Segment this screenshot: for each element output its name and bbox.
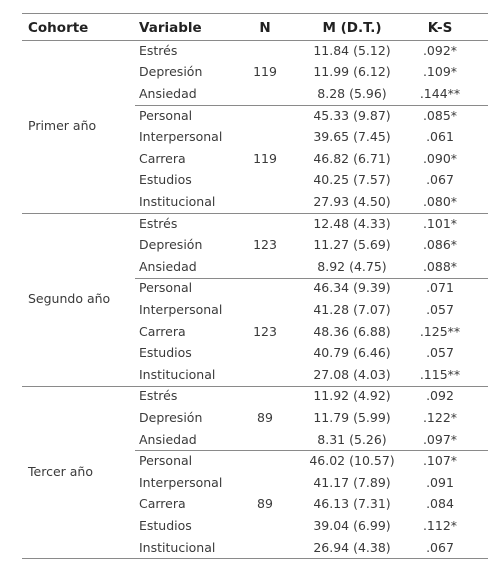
variable-cell: Institucional [139,194,216,209]
mean-cell: 26.94 (4.38) [313,539,391,555]
variable-cell: Estudios [139,518,192,533]
variable-cell: Depresión [139,64,203,80]
n-cell: 119 [253,64,277,80]
variable-cell: Ansiedad [139,258,197,274]
mean-cell: 40.25 (7.57) [313,172,391,188]
ks-cell: .115** [419,366,461,382]
rule-line [135,104,488,106]
rule-line [135,450,488,452]
mean-cell: 46.34 (9.39) [313,280,391,296]
ks-cell: .109* [422,64,458,80]
ks-cell: .125** [419,323,461,339]
variable-cell: Depresión [139,410,203,425]
ks-cell: .084 [426,496,454,512]
rule-line [135,277,488,279]
ks-cell: .061 [426,129,454,145]
rule-line [22,40,488,41]
ks-cell: .090* [422,150,458,166]
column-header: Cohorte [28,20,89,36]
ks-cell: .122* [422,410,458,425]
variable-cell: Personal [139,280,193,296]
mean-cell: 11.79 (5.99) [313,410,391,425]
ks-cell: .101* [422,215,458,231]
mean-cell: 11.27 (5.69) [313,237,391,253]
n-cell: 123 [253,323,277,339]
column-header: Variable [139,20,202,36]
variable-cell: Carrera [139,150,186,166]
variable-cell: Institucional [139,539,216,555]
mean-cell: 48.36 (6.88) [313,323,391,339]
mean-cell: 40.79 (6.46) [313,345,391,361]
mean-cell: 11.99 (6.12) [313,64,391,80]
variable-cell: Personal [139,107,193,123]
variable-cell: Ansiedad [139,86,197,101]
ks-cell: .144** [419,86,461,101]
variable-cell: Ansiedad [139,431,197,447]
ks-cell: .080* [422,194,458,209]
variable-cell: Interpersonal [139,129,223,145]
mean-cell: 8.92 (4.75) [317,258,387,274]
n-cell: 123 [253,237,277,253]
variable-cell: Institucional [139,366,216,382]
mean-cell: 8.28 (5.96) [317,86,387,101]
cohort-cell: Segundo año [28,291,111,307]
ks-cell: .071 [426,280,454,296]
ks-cell: .097* [422,431,458,447]
ks-cell: .085* [422,107,458,123]
variable-cell: Estudios [139,345,192,361]
mean-cell: 11.92 (4.92) [313,388,391,404]
variable-cell: Depresión [139,237,203,253]
mean-cell: 46.82 (6.71) [313,150,391,166]
ks-cell: .107* [422,453,458,469]
mean-cell: 45.33 (9.87) [313,107,391,123]
ks-cell: .067 [426,172,454,188]
mean-cell: 8.31 (5.26) [317,431,387,447]
column-header: K-S [427,20,453,36]
n-cell: 89 [257,410,273,425]
variable-cell: Estudios [139,172,192,188]
mean-cell: 46.13 (7.31) [313,496,391,512]
variable-cell: Interpersonal [139,302,223,317]
ks-cell: .092 [426,388,454,404]
mean-cell: 46.02 (10.57) [309,453,395,469]
ks-cell: .112* [422,518,458,533]
mean-cell: 41.28 (7.07) [313,302,391,317]
rule-line [22,558,488,560]
n-cell: 119 [253,150,277,166]
variable-cell: Carrera [139,496,186,512]
variable-cell: Estrés [139,388,178,404]
mean-cell: 27.08 (4.03) [313,366,391,382]
ks-cell: .086* [422,237,458,253]
rule-line [22,13,488,14]
mean-cell: 41.17 (7.89) [313,474,391,490]
variable-cell: Estrés [139,215,178,231]
ks-cell: .091 [426,474,454,490]
mean-cell: 12.48 (4.33) [313,215,391,231]
ks-cell: .092* [422,42,458,58]
column-header: N [259,20,271,36]
variable-cell: Interpersonal [139,474,223,490]
rule-line [22,385,488,387]
cohort-cell: Tercer año [28,464,93,479]
mean-cell: 11.84 (5.12) [313,42,391,58]
cohort-cell: Primer año [28,118,97,134]
mean-cell: 39.65 (7.45) [313,129,391,145]
n-cell: 89 [257,496,273,512]
rule-line [22,212,488,214]
ks-cell: .057 [426,345,454,361]
ks-cell: .088* [422,258,458,274]
variable-cell: Personal [139,453,193,469]
mean-cell: 27.93 (4.50) [313,194,391,209]
ks-cell: .057 [426,302,454,317]
mean-cell: 39.04 (6.99) [313,518,391,533]
variable-cell: Carrera [139,323,186,339]
column-header: M (D.T.) [322,20,382,36]
variable-cell: Estrés [139,42,178,58]
ks-cell: .067 [426,539,454,555]
